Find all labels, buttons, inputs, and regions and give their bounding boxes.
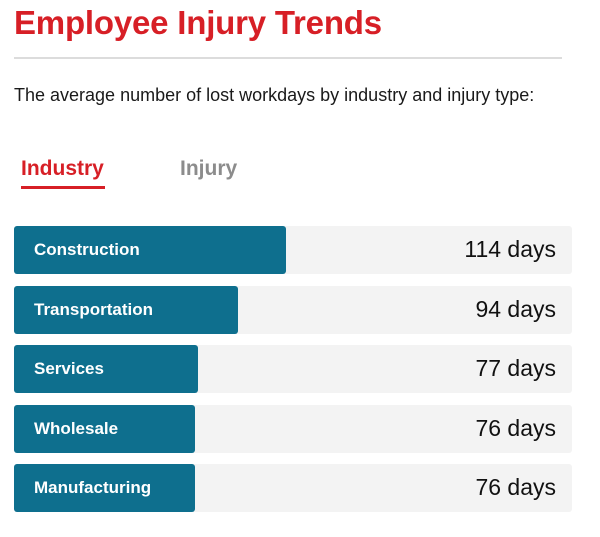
bar-label: Transportation: [34, 299, 154, 319]
bar-label: Construction: [34, 240, 140, 259]
tab-industry[interactable]: Industry: [21, 157, 105, 189]
bar-value-label: 94 days: [475, 295, 556, 322]
active-tab-underline: [21, 186, 105, 189]
bar-label: Manufacturing: [34, 478, 152, 497]
bar-label: Services: [34, 359, 104, 378]
bar-value-label: 114 days: [464, 236, 556, 262]
bar-transportation: Transportation: [14, 285, 238, 334]
bar-construction: Construction: [14, 226, 286, 274]
page-title: Employee Injury Trends: [14, 4, 382, 41]
bar-wholesale: Wholesale: [14, 404, 195, 453]
bar-services: Services: [14, 345, 198, 393]
bar-label: Wholesale: [34, 418, 119, 438]
title-divider: [14, 57, 562, 59]
tab-injury[interactable]: Injury: [180, 157, 237, 181]
tab-industry-label: Industry: [21, 157, 104, 180]
bar-row-manufacturing[interactable]: Manufacturing 76 days: [14, 464, 572, 512]
bar-value-label: 76 days: [475, 414, 556, 441]
bar-manufacturing: Manufacturing: [14, 464, 195, 512]
bar-value-label: 77 days: [475, 355, 556, 381]
bar-row-transportation[interactable]: Transportation 94 days: [14, 285, 572, 334]
bar-row-wholesale[interactable]: Wholesale 76 days: [14, 404, 572, 453]
tab-injury-label: Injury: [180, 157, 238, 180]
bar-row-construction[interactable]: Construction 114 days: [14, 226, 572, 274]
page-subtitle: The average number of lost workdays by i…: [14, 85, 535, 105]
bar-value-label: 76 days: [475, 474, 556, 500]
bar-row-services[interactable]: Services 77 days: [14, 345, 572, 393]
